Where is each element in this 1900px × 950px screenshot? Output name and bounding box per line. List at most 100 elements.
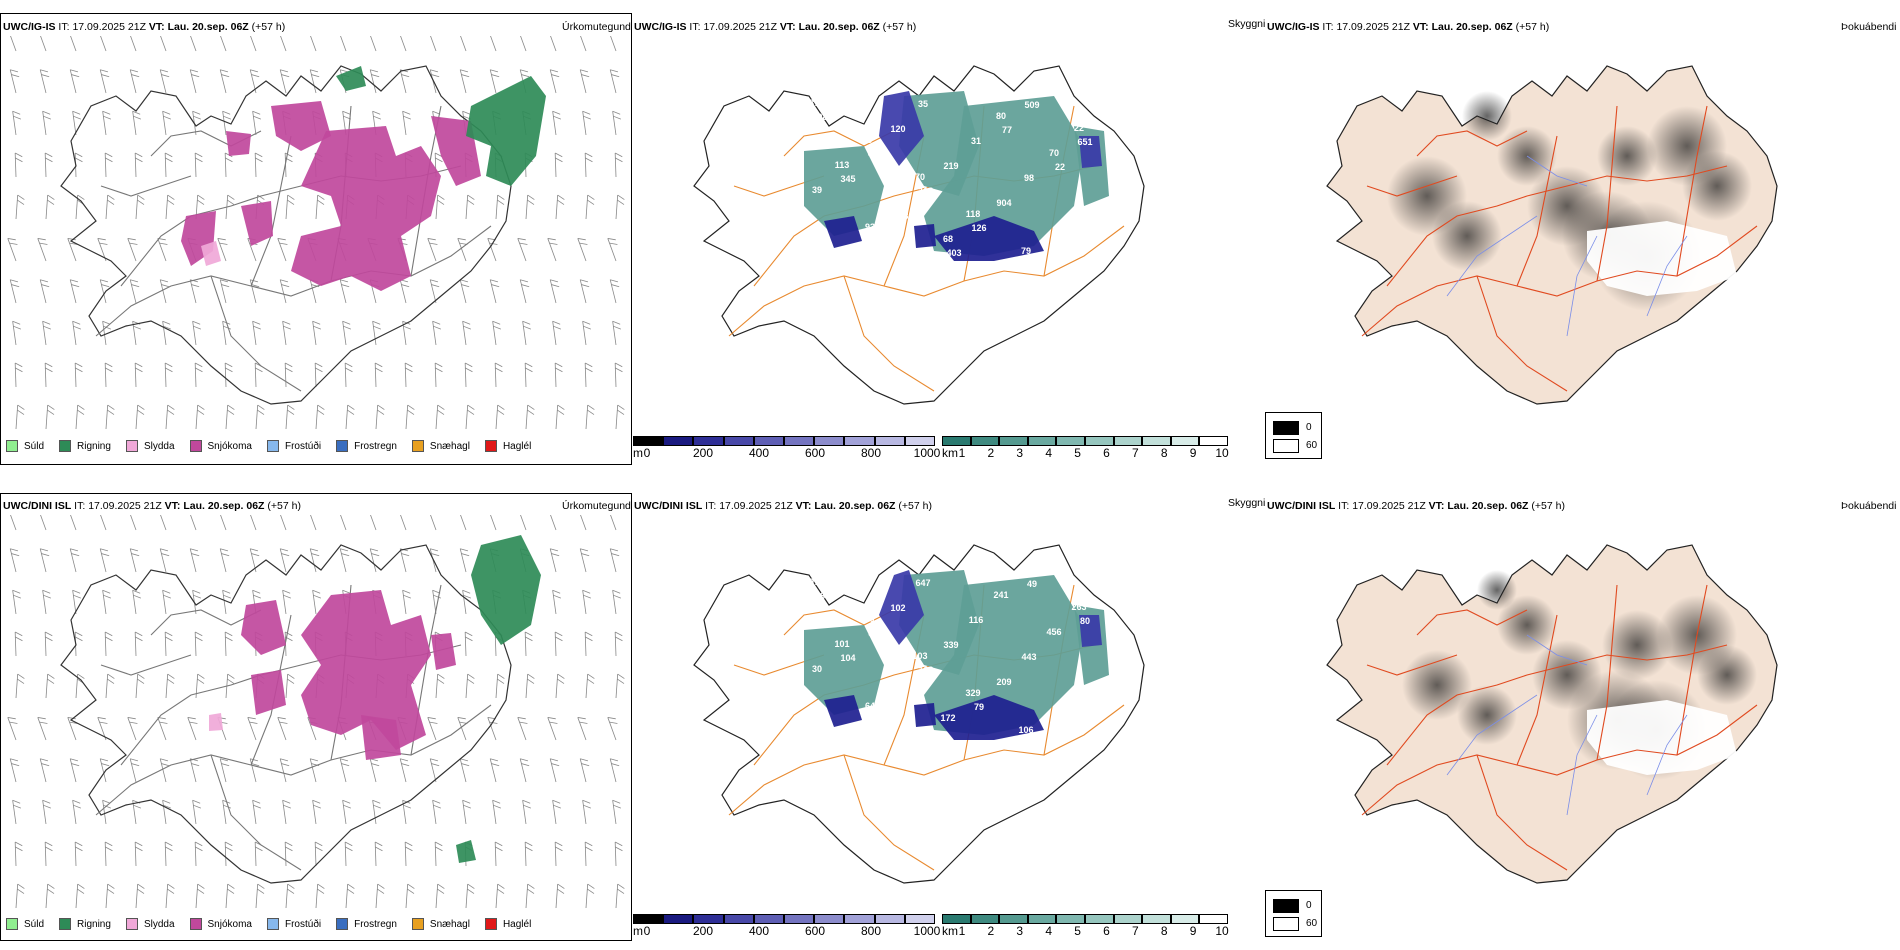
snow-area: [361, 715, 401, 760]
ceiling-colorbar-ticks: 0 200 400 600 800 1000: [644, 446, 941, 460]
wind-barb: [577, 515, 587, 531]
wind-barb: [609, 279, 620, 304]
wind-barb: [612, 589, 621, 615]
wind-barb: [404, 841, 413, 867]
colorbar-tick-label: 5: [1074, 924, 1081, 938]
legend-label: Rigning: [77, 918, 111, 930]
wind-barb: [189, 69, 200, 94]
ceiling-value-label: 172: [940, 713, 955, 723]
fog-spot: [1597, 126, 1657, 186]
ceiling-value-label: 456: [1046, 627, 1061, 637]
ceiling-value-label: 241: [993, 590, 1008, 600]
wind-barb: [612, 110, 621, 136]
wind-barb: [405, 404, 415, 430]
wind-barb: [285, 673, 295, 699]
fog-indicator-map[interactable]: [1267, 515, 1897, 915]
fog-spot: [1432, 201, 1502, 271]
wind-barb: [552, 320, 561, 346]
colorbar-segment: [970, 436, 1000, 446]
colorbar-tick-label: 8: [1160, 924, 1168, 938]
wind-barb: [342, 799, 351, 825]
wind-barb: [45, 673, 55, 699]
legend-swatch: [6, 440, 18, 452]
colorbar-tick-label: 800: [860, 446, 882, 460]
wind-barb: [42, 110, 51, 136]
model-name: UWC/IG-IS: [1267, 21, 1320, 33]
ceiling-value-label: 81: [1052, 235, 1062, 245]
wind-barb: [104, 841, 113, 867]
ceiling-value-label: 91: [868, 628, 878, 638]
rain-area: [466, 76, 546, 186]
wind-barb: [552, 799, 561, 825]
snow-area: [291, 126, 441, 291]
wind-barb: [162, 799, 171, 825]
cloud-base-map[interactable]: 87 18 70 118 79 22 113 154 68 80 70 39 93 35 31 98 112 38…: [634, 36, 1264, 436]
wind-barb: [99, 758, 110, 783]
wind-barb: [399, 279, 410, 304]
legend-label: Haglél: [502, 440, 532, 452]
model-name: UWC/DINI ISL: [634, 500, 703, 512]
snow-area: [431, 633, 456, 670]
precip-type-map[interactable]: [1, 36, 631, 436]
it-label: IT:: [689, 21, 701, 33]
wind-barb: [615, 883, 625, 909]
wind-barb: [584, 152, 593, 178]
fog-indicator-map[interactable]: [1267, 36, 1897, 436]
wind-barb: [105, 194, 115, 220]
colorbar-segment: [784, 914, 815, 924]
wind-barb: [72, 320, 81, 346]
colorbar-tick-label: 4: [1045, 924, 1052, 938]
ceiling-value-label: 108: [812, 112, 827, 122]
wind-barb: [9, 758, 20, 783]
fog-spot: [1497, 595, 1557, 655]
cloud-base-map[interactable]: 97 240 103 329 106 263 101 289 172 241 456 30 64 647 1…: [634, 515, 1264, 915]
colorbar-tick-label: 2: [987, 446, 995, 460]
wind-barb: [75, 883, 85, 909]
wind-barb: [525, 404, 535, 430]
ceiling-value-label: 70: [915, 172, 925, 182]
forecast-offset: (+57 h): [898, 500, 932, 512]
legend-label: Slydda: [143, 918, 175, 930]
wind-barb: [337, 515, 347, 531]
wind-barb: [14, 631, 23, 657]
wind-barb: [427, 515, 437, 531]
wind-barb: [547, 515, 557, 531]
wind-barb: [247, 717, 258, 741]
wind-barb: [42, 589, 51, 615]
ceiling-value-label: 112: [1075, 210, 1090, 220]
wind-barb: [7, 238, 18, 262]
wind-barb: [165, 883, 175, 909]
wind-barb: [309, 69, 320, 94]
precip-type-map[interactable]: [1, 515, 631, 915]
ceiling-value-label: 30: [896, 690, 906, 700]
wind-barb: [494, 841, 503, 867]
wind-barb: [219, 548, 230, 573]
wind-barb: [369, 548, 380, 573]
wind-barb: [282, 589, 291, 615]
wind-barb: [187, 515, 197, 531]
wind-barb: [582, 799, 591, 825]
ceiling-value-label: 47: [868, 149, 878, 159]
wind-barb: [465, 673, 475, 699]
wind-barb: [492, 320, 501, 346]
wind-barb: [402, 589, 411, 615]
wind-barb: [429, 758, 440, 783]
wind-barb: [585, 404, 595, 430]
wind-barb: [464, 631, 473, 657]
wind-barb: [277, 717, 288, 741]
colorbar-tick-label: 600: [804, 924, 826, 938]
wind-barb: [127, 515, 137, 531]
wind-barb: [225, 404, 235, 430]
wind-barb: [465, 194, 475, 220]
colorbar-tick-label: 1000: [913, 446, 941, 460]
wind-barb: [367, 515, 377, 531]
ceiling-value-label: 403: [946, 248, 961, 258]
ceiling-value-label: 18: [862, 135, 872, 145]
wind-barb: [69, 69, 80, 94]
sleet-area: [209, 713, 223, 731]
wind-barb: [104, 152, 113, 178]
colorbar-segment: [814, 914, 845, 924]
wind-barb: [99, 548, 110, 573]
colorbar-segment: [633, 914, 664, 924]
wind-barb: [99, 69, 110, 94]
